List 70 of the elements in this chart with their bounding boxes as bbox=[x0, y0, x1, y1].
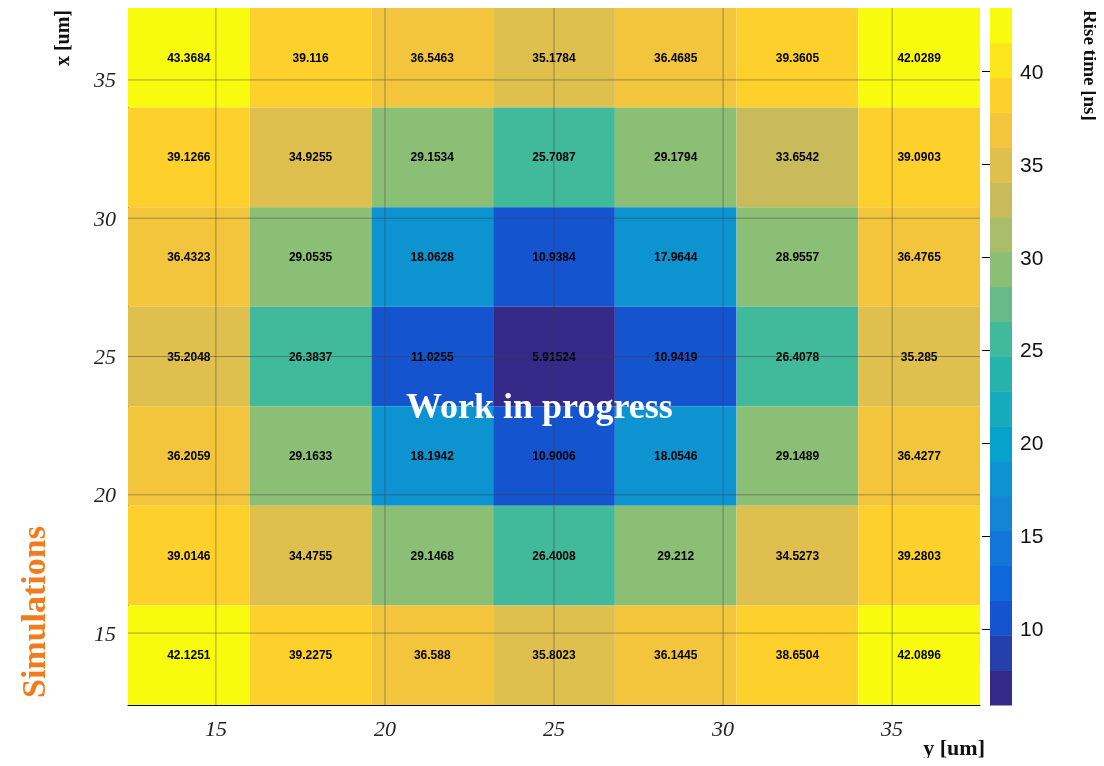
data-label: 28.9557 bbox=[775, 249, 820, 264]
text: Simulations bbox=[14, 526, 52, 698]
data-label: 39.116 bbox=[292, 50, 329, 65]
y-axis-title: x [um] bbox=[51, 10, 73, 67]
y-tick-label: 35 bbox=[93, 67, 116, 93]
data-label: 26.4008 bbox=[532, 548, 577, 563]
data-label: 39.0903 bbox=[897, 150, 942, 165]
data-label: 34.4755 bbox=[288, 548, 333, 563]
data-label: 29.212 bbox=[657, 548, 695, 563]
data-label: 29.1489 bbox=[775, 449, 820, 464]
color-bar-label: 40 bbox=[1020, 59, 1044, 83]
x-tick-label: 25 bbox=[543, 715, 565, 741]
data-label: 10.9006 bbox=[532, 449, 577, 464]
color-bar-label: 20 bbox=[1020, 431, 1044, 455]
data-label: 29.1794 bbox=[654, 150, 698, 165]
data-label: 39.0146 bbox=[167, 548, 211, 563]
data-label: 18.1942 bbox=[410, 449, 455, 464]
data-label: 35.285 bbox=[900, 349, 938, 364]
color-bar-label: 30 bbox=[1020, 245, 1044, 269]
data-label: 35.1784 bbox=[532, 50, 577, 65]
data-label: 33.6542 bbox=[775, 150, 820, 165]
data-label: 29.1633 bbox=[288, 449, 333, 464]
data-label: 26.3837 bbox=[288, 349, 333, 364]
data-label: 34.5273 bbox=[775, 548, 820, 563]
x-tick-label: 35 bbox=[880, 715, 904, 741]
data-label: 29.1468 bbox=[410, 548, 455, 563]
color-bar-label: 15 bbox=[1020, 524, 1044, 548]
y-tick-label: 15 bbox=[94, 620, 116, 646]
y-tick-label: 30 bbox=[93, 205, 116, 231]
y-tick-label: 25 bbox=[94, 344, 116, 369]
data-label: 34.9255 bbox=[288, 150, 333, 165]
data-label: 5.91524 bbox=[532, 349, 577, 364]
x-tick-label: 15 bbox=[204, 715, 227, 741]
data-label: 36.4323 bbox=[167, 249, 211, 264]
data-label: 29.0535 bbox=[288, 249, 333, 264]
annotation: Work in progress bbox=[406, 386, 673, 426]
x-tick-label: 30 bbox=[711, 715, 735, 741]
data-label: 11.0255 bbox=[410, 349, 454, 364]
data-label: 36.2059 bbox=[167, 449, 211, 464]
data-label: 36.4685 bbox=[654, 50, 698, 65]
data-label: 10.9419 bbox=[654, 349, 698, 364]
data-label: 17.9644 bbox=[654, 249, 698, 264]
data-label: 42.0896 bbox=[897, 648, 942, 663]
y-tick-label: 20 bbox=[94, 482, 116, 508]
data-label: 36.5463 bbox=[410, 50, 455, 65]
color-bar-title: Rise time [ns] bbox=[1079, 10, 1101, 121]
data-label: 25.7087 bbox=[532, 150, 577, 165]
data-label: 26.4078 bbox=[775, 349, 820, 364]
data-label: 38.6504 bbox=[775, 648, 820, 663]
x-tick-label: 20 bbox=[373, 715, 396, 741]
data-label: 42.0289 bbox=[897, 50, 942, 65]
data-label: 35.8023 bbox=[532, 648, 577, 663]
data-label: 36.1445 bbox=[654, 648, 698, 663]
color-bar-label: 35 bbox=[1020, 152, 1044, 176]
data-label: 29.1534 bbox=[410, 150, 455, 165]
data-label: 36.4277 bbox=[897, 449, 942, 464]
data-label: 39.1266 bbox=[167, 150, 211, 165]
data-label: 18.0546 bbox=[654, 449, 698, 464]
color-bar-label: 25 bbox=[1020, 338, 1044, 362]
data-label: 39.2803 bbox=[897, 548, 942, 563]
data-label: 43.3684 bbox=[167, 50, 211, 65]
data-label: 39.3605 bbox=[775, 50, 820, 65]
data-label: 35.2048 bbox=[167, 349, 211, 364]
data-label: 36.588 bbox=[413, 648, 451, 663]
data-label: 18.0628 bbox=[410, 249, 455, 264]
color-bar-label: 10 bbox=[1020, 617, 1044, 641]
data-label: 10.9384 bbox=[532, 249, 577, 264]
data-label: 36.4765 bbox=[897, 249, 942, 264]
data-label: 39.2275 bbox=[288, 648, 333, 663]
data-label: 42.1251 bbox=[167, 648, 211, 663]
